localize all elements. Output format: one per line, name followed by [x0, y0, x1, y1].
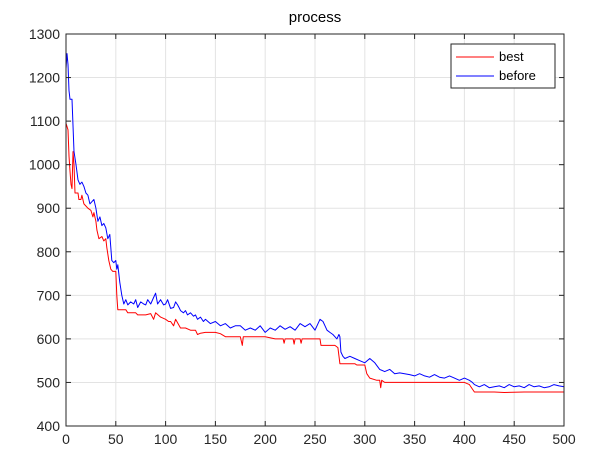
y-tick-label: 1100 — [30, 113, 60, 129]
y-tick-label: 600 — [37, 331, 61, 347]
legend: best before — [450, 43, 556, 89]
y-tick-label: 400 — [37, 418, 61, 434]
y-tick-label: 1000 — [29, 157, 60, 173]
chart-title: process — [289, 9, 342, 26]
series-group — [65, 53, 565, 393]
x-tick-label: 50 — [108, 431, 124, 447]
series-line-before — [65, 53, 565, 389]
x-tick-label: 350 — [403, 431, 427, 447]
x-tick-label: 150 — [204, 431, 228, 447]
y-tick-label: 1200 — [29, 70, 60, 86]
x-tick-label: 450 — [503, 431, 527, 447]
x-tick-label: 250 — [303, 431, 327, 447]
y-tick-label: 700 — [37, 287, 61, 303]
x-tick-label: 0 — [62, 431, 70, 447]
x-tick-label: 100 — [154, 431, 178, 447]
x-tick-label: 400 — [453, 431, 477, 447]
x-tick-label: 200 — [254, 431, 278, 447]
y-tick-label: 800 — [37, 244, 61, 260]
legend-best-label: best — [499, 49, 524, 64]
x-tick-label: 500 — [552, 431, 576, 447]
ticks: 0 50 100 150 200 250 300 350 400 450 500 400 500 600 7… — [29, 26, 576, 447]
y-tick-label: 1300 — [29, 26, 60, 42]
y-tick-label: 500 — [37, 374, 61, 390]
legend-before-label: before — [499, 68, 536, 83]
y-tick-label: 900 — [37, 200, 61, 216]
series-line-best — [65, 123, 564, 393]
legend-box — [450, 43, 556, 89]
x-tick-label: 300 — [353, 431, 377, 447]
